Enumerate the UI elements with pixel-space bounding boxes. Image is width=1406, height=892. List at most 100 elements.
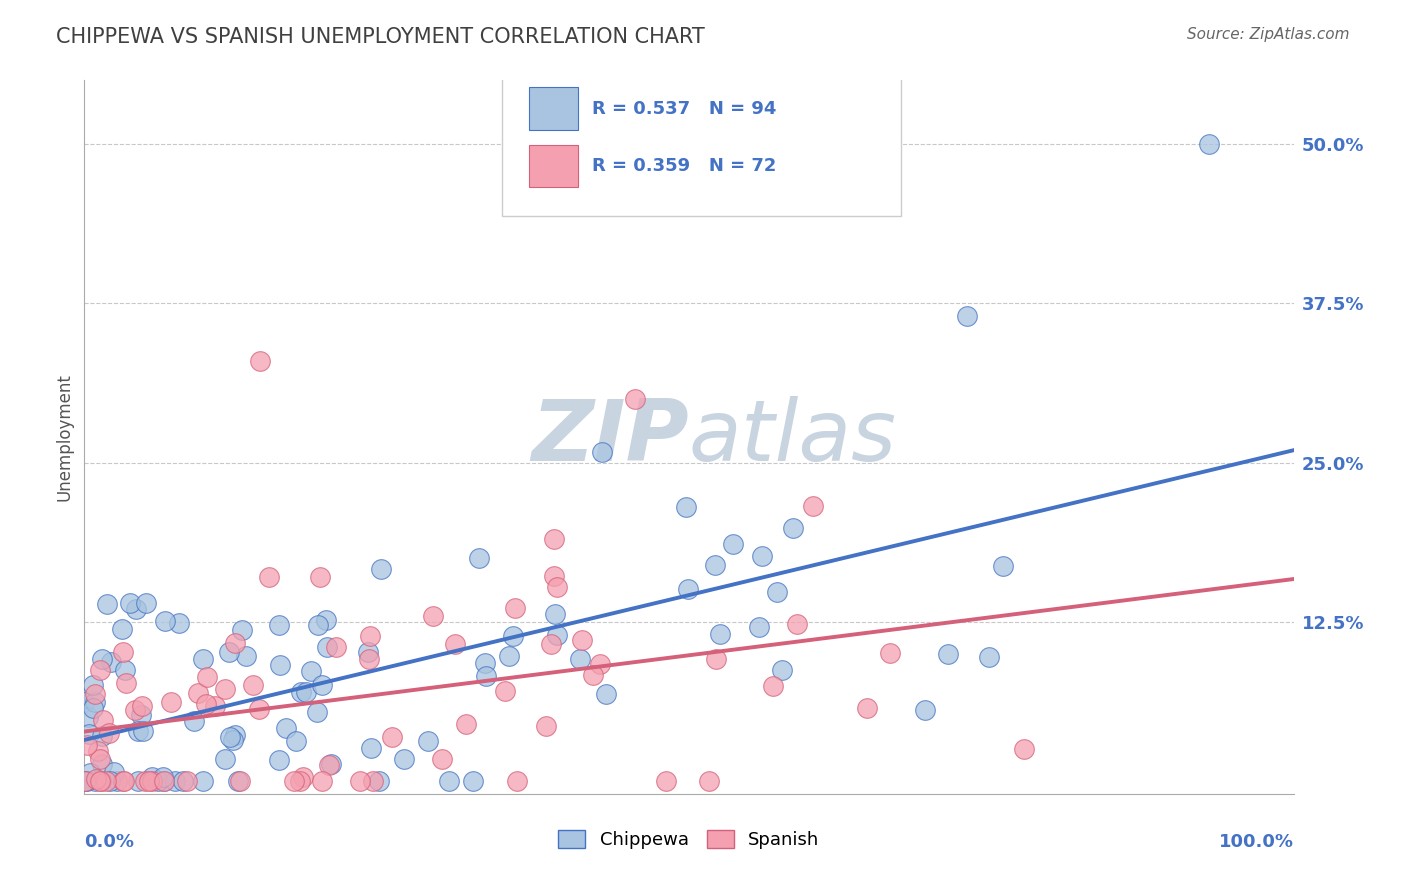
Text: 0.0%: 0.0%	[84, 833, 135, 851]
Point	[111, 645, 134, 659]
Text: Source: ZipAtlas.com: Source: ZipAtlas.com	[1187, 27, 1350, 42]
Point	[290, 685, 312, 699]
FancyBboxPatch shape	[529, 145, 578, 187]
Point	[153, 774, 176, 789]
Point	[392, 752, 415, 766]
Point	[977, 649, 1000, 664]
Point	[534, 719, 557, 733]
Point	[120, 596, 142, 610]
Point	[138, 774, 160, 789]
Point	[115, 676, 138, 690]
Text: atlas: atlas	[689, 395, 897, 479]
Point	[319, 756, 342, 771]
Point	[1012, 741, 1035, 756]
Point	[73, 695, 96, 709]
Point	[307, 618, 329, 632]
Point	[76, 774, 98, 789]
Point	[283, 774, 305, 789]
Point	[993, 559, 1015, 574]
Point	[591, 444, 613, 458]
Point	[163, 774, 186, 789]
Point	[349, 774, 371, 789]
Point	[98, 726, 121, 740]
Point	[762, 679, 785, 693]
Point	[77, 709, 100, 723]
Point	[146, 774, 169, 789]
Point	[325, 640, 347, 654]
Text: CHIPPEWA VS SPANISH UNEMPLOYMENT CORRELATION CHART: CHIPPEWA VS SPANISH UNEMPLOYMENT CORRELA…	[56, 27, 704, 46]
FancyBboxPatch shape	[502, 77, 901, 216]
Point	[595, 687, 617, 701]
Point	[129, 708, 152, 723]
Point	[90, 729, 112, 743]
Point	[125, 602, 148, 616]
Y-axis label: Unemployment: Unemployment	[55, 373, 73, 501]
Point	[748, 620, 770, 634]
Point	[786, 617, 808, 632]
Point	[288, 774, 311, 789]
Point	[73, 774, 96, 789]
Point	[222, 733, 245, 747]
Point	[498, 648, 520, 663]
Point	[1198, 136, 1220, 151]
Point	[218, 645, 240, 659]
Point	[111, 774, 134, 789]
Point	[655, 774, 678, 789]
Text: R = 0.537   N = 94: R = 0.537 N = 94	[592, 100, 776, 118]
Point	[141, 770, 163, 784]
Point	[224, 728, 246, 742]
Point	[956, 309, 979, 323]
Point	[357, 652, 380, 666]
Point	[249, 353, 271, 368]
Point	[87, 744, 110, 758]
Point	[107, 774, 129, 789]
Point	[315, 640, 337, 654]
Point	[98, 774, 121, 789]
Point	[257, 570, 280, 584]
Point	[879, 646, 901, 660]
Point	[195, 698, 218, 712]
Point	[581, 668, 603, 682]
Point	[75, 774, 97, 789]
Point	[84, 772, 107, 786]
Point	[285, 734, 308, 748]
Text: ZIP: ZIP	[531, 395, 689, 479]
Point	[89, 751, 111, 765]
Point	[311, 678, 333, 692]
Point	[103, 764, 125, 779]
Point	[167, 615, 190, 630]
Point	[84, 687, 107, 701]
Point	[299, 665, 322, 679]
Point	[91, 757, 114, 772]
Point	[546, 627, 568, 641]
Point	[134, 596, 156, 610]
Point	[437, 774, 460, 789]
Point	[176, 774, 198, 789]
Point	[160, 695, 183, 709]
Point	[267, 617, 290, 632]
Point	[153, 614, 176, 628]
Point	[675, 500, 697, 514]
Point	[76, 738, 98, 752]
Point	[152, 770, 174, 784]
Point	[936, 647, 959, 661]
Point	[173, 774, 195, 789]
Point	[82, 701, 104, 715]
Point	[543, 569, 565, 583]
Point	[84, 695, 107, 709]
Point	[294, 685, 316, 699]
Point	[90, 652, 112, 666]
Point	[231, 623, 253, 637]
Point	[134, 774, 156, 789]
Point	[494, 684, 516, 698]
Point	[195, 670, 218, 684]
Point	[309, 569, 332, 583]
Point	[502, 629, 524, 643]
Point	[153, 774, 176, 789]
Point	[360, 741, 382, 756]
Point	[79, 766, 101, 780]
Point	[111, 622, 134, 636]
Point	[474, 657, 496, 671]
Point	[468, 551, 491, 566]
Point	[443, 637, 465, 651]
